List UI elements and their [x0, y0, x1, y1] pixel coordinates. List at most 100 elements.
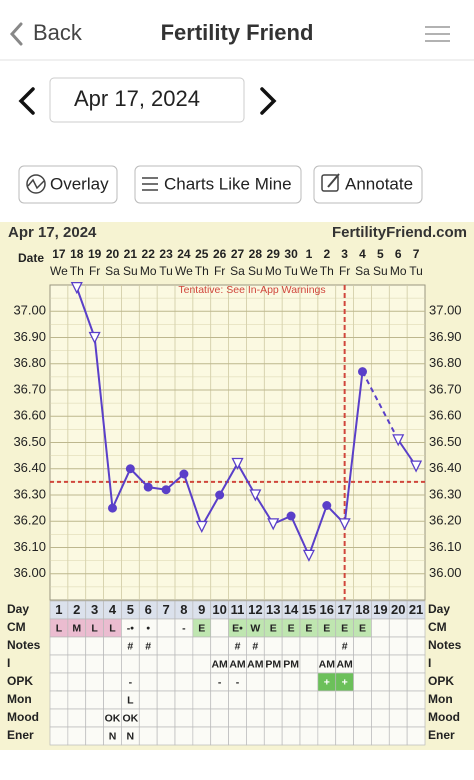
table-cell: [192, 690, 212, 710]
menu-button[interactable]: [425, 26, 450, 42]
table-cell: [174, 636, 194, 656]
charts-like-mine-button[interactable]: Charts Like Mine: [134, 165, 302, 204]
y-tick-label-right: 36.40: [429, 460, 462, 475]
button-label: Annotate: [345, 174, 413, 193]
table-cell: [228, 726, 247, 746]
table-cell: [246, 708, 265, 728]
table-cell: [49, 672, 69, 692]
sliders-icon: [142, 177, 158, 191]
date-label: 1: [306, 247, 313, 261]
table-cell: [85, 690, 104, 710]
table-cell: [371, 654, 390, 674]
table-cell: [299, 708, 319, 728]
back-label: Back: [33, 20, 83, 45]
table-cell: [371, 636, 390, 656]
back-button[interactable]: Back: [9, 20, 83, 46]
row-label-right: Day: [428, 602, 450, 616]
cell-text: -: [218, 676, 222, 688]
site-name: FertilityFriend.com: [332, 224, 467, 241]
table-cell: [388, 672, 408, 692]
cell-text: AM: [247, 658, 264, 670]
row-label: Notes: [7, 638, 41, 652]
table-cell: [67, 672, 87, 692]
table-cell: [49, 708, 69, 728]
prev-date[interactable]: [18, 87, 35, 115]
row-label-right: Mood: [428, 710, 460, 724]
cell-text: AM: [336, 658, 353, 670]
cell-text: OK: [122, 712, 138, 724]
temperature-point: [267, 518, 280, 531]
table-cell: [138, 690, 158, 710]
date-label: 19: [88, 247, 102, 261]
temperature-point: [322, 501, 332, 510]
y-tick-label-right: 36.20: [429, 513, 462, 528]
table-cell: [317, 636, 337, 656]
button-frame: [18, 165, 118, 204]
weekday-label: Sa: [230, 264, 245, 278]
table-cell: [85, 636, 104, 656]
table-cell: [210, 636, 229, 656]
cell-text: -: [129, 676, 133, 688]
table-cell: [156, 690, 176, 710]
table-cell: [210, 618, 229, 638]
temperature-point: [215, 490, 225, 500]
table-cell: [371, 672, 390, 692]
date-label: 28: [249, 247, 263, 261]
table-cell: [210, 726, 229, 746]
date-field[interactable]: [49, 77, 245, 123]
cell-text: #: [342, 640, 348, 652]
y-tick-label-right: 36.80: [429, 355, 462, 370]
cell-text: -•: [127, 622, 134, 634]
y-tick-label: 36.20: [13, 513, 46, 528]
cell-text: 17: [337, 602, 351, 617]
date-label: 26: [213, 247, 227, 261]
y-tick-label-right: 36.30: [429, 486, 462, 501]
date-label: 22: [142, 247, 156, 261]
table-cell: [371, 708, 390, 728]
cell-text: N: [109, 730, 117, 742]
table-cell: [156, 708, 176, 728]
table-cell: [174, 690, 194, 710]
date-label: 7: [413, 247, 420, 261]
table-cell: [103, 672, 122, 692]
table-cell: [317, 708, 337, 728]
cell-text: 18: [355, 602, 369, 617]
weekday-label: Fr: [339, 264, 350, 278]
cell-text: 10: [212, 602, 226, 617]
weekday-label: Mo: [390, 264, 407, 278]
cell-text: E: [305, 622, 312, 634]
cell-text: #: [252, 640, 258, 652]
table-cell: [192, 672, 212, 692]
row-label-right: CM: [428, 620, 447, 634]
overlay-button[interactable]: Overlay: [18, 165, 118, 204]
annotate-button[interactable]: Annotate: [313, 165, 423, 204]
table-cell: [192, 654, 212, 674]
table-cell: [174, 672, 194, 692]
table-cell: [406, 636, 426, 656]
weekday-label: We: [300, 264, 318, 278]
temperature-point: [338, 518, 351, 531]
next-date[interactable]: [260, 87, 277, 115]
cell-text: 8: [180, 602, 187, 617]
cell-text: #: [127, 640, 133, 652]
date-label: 18: [70, 247, 84, 261]
row-label-right: I: [428, 656, 431, 670]
table-cell: [388, 618, 408, 638]
table-cell: [138, 708, 158, 728]
date-text: Apr 17, 2024: [74, 86, 200, 111]
cell-text: W: [250, 622, 260, 634]
cell-text: AM: [229, 658, 246, 670]
table-cell: [210, 708, 229, 728]
y-tick-label-right: 36.60: [429, 408, 462, 423]
back-icon: [9, 22, 23, 46]
table-cell: [388, 636, 408, 656]
table-cell: [103, 690, 122, 710]
cell-text: M: [72, 622, 81, 634]
cell-text: 15: [302, 602, 316, 617]
table-cell: [192, 726, 212, 746]
temperature-point: [392, 434, 405, 447]
row-label: CM: [7, 620, 26, 634]
y-tick-label: 36.90: [13, 329, 46, 344]
table-cell: [67, 636, 87, 656]
table-cell: [353, 726, 372, 746]
